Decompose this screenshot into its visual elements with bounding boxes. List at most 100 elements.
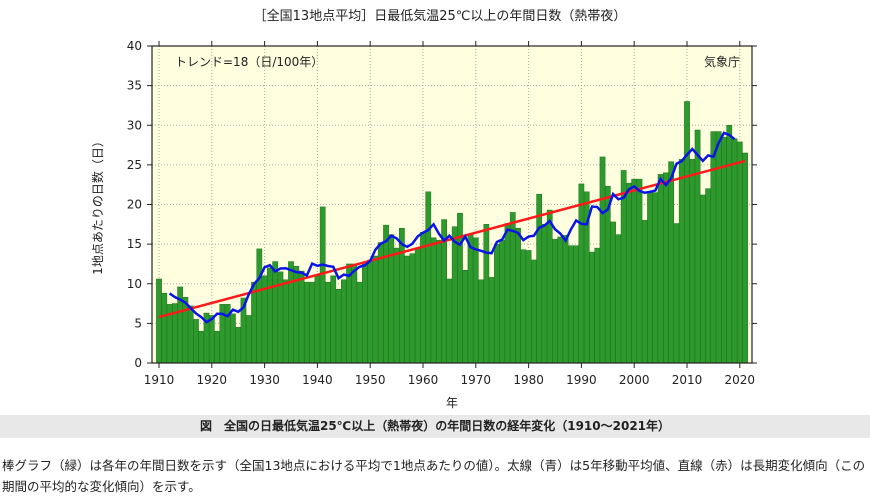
bar [256,248,263,364]
bar [214,331,220,364]
bar [309,281,315,364]
x-tick-label: 1960 [408,373,439,387]
bar [430,237,437,364]
bar [414,247,421,364]
bar [156,278,162,364]
bar [525,250,532,364]
bar [578,183,585,364]
bar [330,275,337,364]
bar [319,206,326,364]
bar [494,243,500,364]
bar [536,193,543,364]
bar [462,270,469,364]
bar [267,267,273,364]
bar [182,296,189,364]
x-tick-label: 1940 [302,373,333,387]
bar [589,251,595,364]
bar [710,131,717,364]
y-tick-label: 35 [127,79,142,93]
bar [451,226,458,364]
trend-label: トレンド=18（日/100年） [175,55,323,69]
bar [198,331,205,364]
y-axis-label: 1地点あたりの日数（日） [90,135,105,275]
bar [303,281,310,364]
bar [631,178,638,364]
bar [483,224,490,364]
bar [636,178,643,364]
bar [362,263,368,364]
bar [351,263,358,364]
bar [726,125,733,364]
bar [573,245,579,364]
bar [393,247,400,364]
chart-title: ［全国13地点平均］日最低気温25℃以上の年間日数（熱帯夜） [254,8,627,24]
bar [509,212,516,364]
y-tick-label: 5 [134,316,142,330]
bar [161,293,168,364]
bar [552,239,558,364]
bar [298,270,305,364]
x-tick-label: 2000 [619,373,650,387]
bar [499,239,506,364]
bar [404,255,411,364]
bar [641,220,648,364]
bar [652,192,659,364]
bar [314,275,321,364]
y-tick-label: 40 [127,39,142,53]
chart: ［全国13地点平均］日最低気温25℃以上の年間日数（熱帯夜） 051015202… [90,8,757,410]
bar [245,315,252,364]
bar [272,261,279,364]
bar [282,279,289,364]
bar [615,234,622,364]
x-tick-label: 2010 [672,373,703,387]
bar [736,141,743,364]
source-label: 気象庁 [704,54,740,69]
bar [599,156,606,364]
bar [208,315,215,364]
bar [187,305,194,364]
x-tick-label: 1910 [144,373,175,387]
bar [594,247,601,364]
bar [446,278,453,364]
bar [562,235,569,364]
x-tick-label: 2020 [725,373,756,387]
moving-average-line [168,131,736,324]
bar [678,159,685,364]
y-tick-label: 20 [127,198,142,212]
bar [288,261,294,364]
bar [657,174,664,364]
bar [742,152,748,364]
bar [425,191,432,364]
bar [673,223,680,364]
y-tick-label: 30 [127,118,142,132]
bar [504,223,511,364]
bar [193,319,199,364]
bar [472,237,479,364]
bar [467,234,474,364]
x-axis-label: 年 [446,396,458,410]
bar [520,249,527,364]
x-tick-label: 1920 [197,373,228,387]
bar [541,224,548,364]
bar [663,172,669,364]
x-tick-label: 1930 [249,373,280,387]
bar [731,138,738,364]
bar [420,231,426,364]
bar [372,255,379,364]
bar [340,279,347,364]
bar [235,327,242,364]
x-tick-label: 1950 [355,373,386,387]
bar [399,228,405,364]
bar [604,186,611,364]
bar [689,159,696,364]
bar [346,263,352,364]
bar [567,245,574,364]
bar [684,101,690,364]
y-tick-label: 0 [134,356,142,370]
bar [409,253,416,364]
bar [478,279,484,364]
figure-caption: 図 全国の日最低気温25℃以上（熱帯夜）の年間日数の経年変化（1910〜2021… [0,415,870,438]
bar [488,277,495,364]
bar [546,209,553,364]
bar [356,281,363,364]
